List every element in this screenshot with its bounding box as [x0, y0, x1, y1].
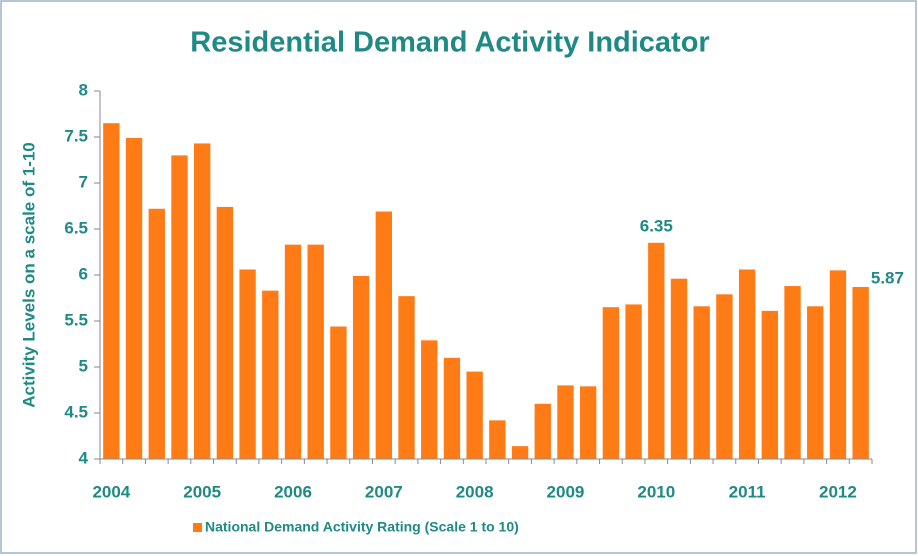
- bar: [648, 242, 665, 459]
- bar: [171, 155, 188, 459]
- x-tick-label: 2007: [365, 482, 403, 501]
- bar: [125, 137, 143, 460]
- bar: [716, 294, 733, 459]
- x-tick-label: 2011: [729, 482, 766, 501]
- y-tick-label: 4.5: [64, 402, 88, 421]
- bar: [738, 269, 756, 459]
- data-label: 5.87: [871, 268, 904, 287]
- legend-swatch: [193, 523, 202, 532]
- y-tick-label: 5.5: [64, 310, 88, 329]
- bar: [262, 290, 279, 459]
- x-tick-label: 2006: [274, 482, 312, 501]
- bar: [829, 270, 847, 459]
- y-axis-label: Activity Levels on a scale of 1-10: [19, 142, 38, 408]
- x-tick-label: 2009: [547, 482, 585, 501]
- y-tick-label: 6: [79, 264, 88, 283]
- bar: [602, 307, 620, 459]
- data-label: 6.35: [640, 216, 673, 235]
- bar: [398, 296, 415, 459]
- x-tick-label: 2008: [456, 482, 494, 501]
- legend-label: National Demand Activity Rating (Scale 1…: [205, 519, 519, 535]
- bar: [466, 371, 483, 459]
- bar: [511, 446, 529, 459]
- x-tick-label: 2010: [637, 482, 675, 501]
- bar: [421, 340, 438, 459]
- bar: [489, 420, 506, 459]
- y-tick-label: 4: [79, 448, 89, 467]
- y-tick-label: 7.5: [64, 126, 88, 145]
- bar: [580, 386, 597, 459]
- bar: [330, 326, 347, 459]
- x-tick-label: 2005: [183, 482, 221, 501]
- y-tick-label: 8: [79, 80, 88, 99]
- bar: [284, 244, 302, 459]
- bar: [784, 286, 801, 459]
- bar: [216, 206, 234, 459]
- bar: [693, 306, 710, 459]
- bar: [375, 211, 392, 459]
- bar: [852, 286, 869, 459]
- bar: [307, 244, 324, 459]
- chart-title: Residential Demand Activity Indicator: [190, 27, 709, 59]
- bar: [103, 123, 120, 459]
- y-tick-label: 7: [79, 172, 88, 191]
- x-tick-label: 2004: [92, 482, 130, 501]
- bar: [557, 385, 574, 459]
- bar: [443, 357, 461, 459]
- bar: [534, 403, 551, 459]
- x-tick-label: 2012: [819, 482, 857, 501]
- y-tick-label: 5: [79, 356, 88, 375]
- bar: [194, 143, 211, 459]
- bar: [807, 306, 824, 459]
- bar: [148, 208, 165, 459]
- bar: [352, 275, 370, 459]
- bar: [625, 304, 642, 459]
- bar: [670, 278, 688, 459]
- bar: [761, 310, 778, 459]
- bar: [239, 269, 256, 459]
- y-tick-label: 6.5: [64, 218, 88, 237]
